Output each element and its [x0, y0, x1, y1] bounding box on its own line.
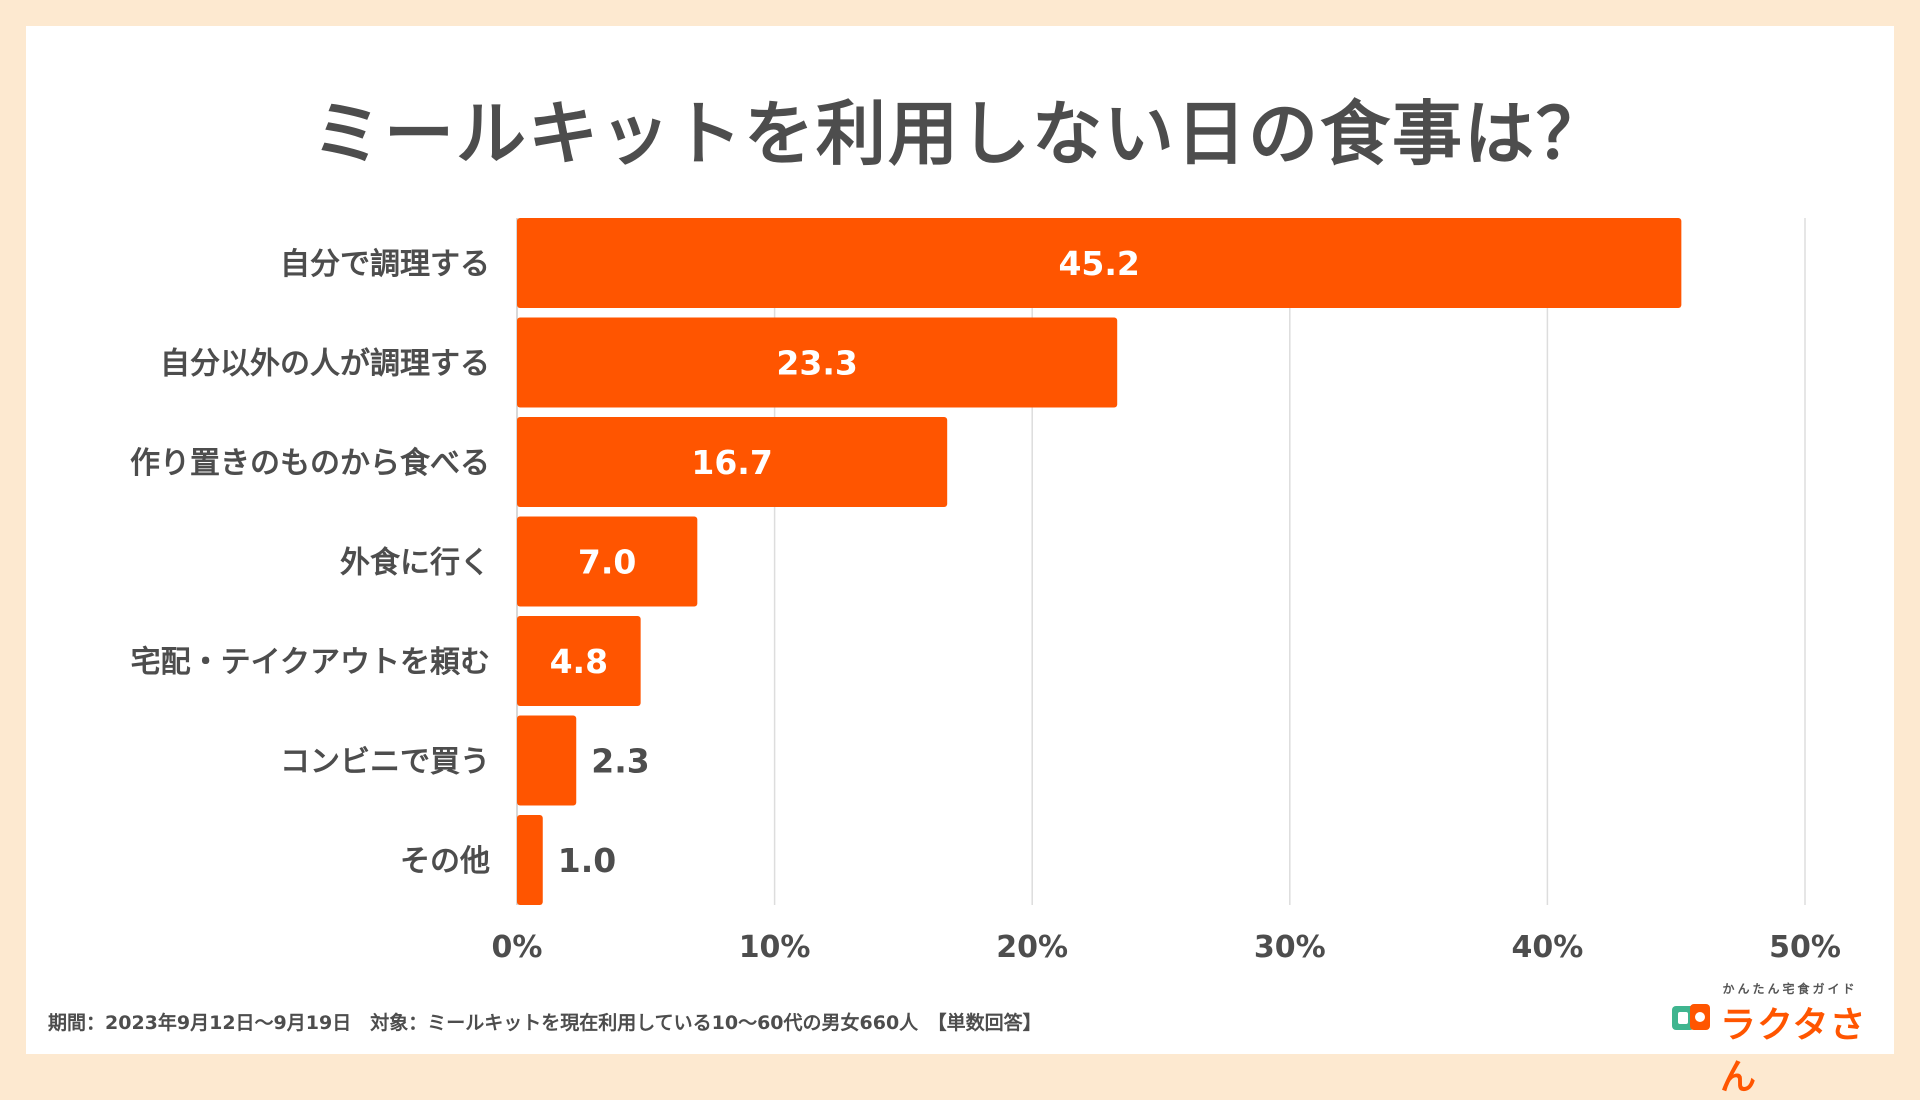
- chart-card: [26, 26, 1894, 1054]
- bar-2: [517, 417, 948, 507]
- category-label-3: 外食に行く: [340, 546, 490, 581]
- data-label-6: 1.0: [558, 841, 616, 880]
- bar-3: [517, 516, 698, 607]
- category-labels: 自分で調理する自分以外の人が調理する作り置きのものから食べる外食に行く宅配・テイ…: [130, 247, 490, 879]
- data-label-3: 7.0: [578, 543, 636, 582]
- bar-6: [517, 815, 543, 905]
- data-label-0: 45.2: [1058, 244, 1139, 283]
- category-label-1: 自分以外の人が調理する: [160, 347, 490, 382]
- x-tick-label-50: 50%: [1769, 930, 1841, 965]
- bar-5: [517, 715, 577, 806]
- brand-logo: かんたん宅食ガイド ラクタさん: [1670, 980, 1880, 1098]
- data-label-2: 16.7: [691, 443, 772, 482]
- category-label-4: 宅配・テイクアウトを頼む: [131, 645, 490, 680]
- x-tick-label-40: 40%: [1511, 930, 1583, 965]
- logo-tagline: かんたん宅食ガイド: [1722, 982, 1858, 996]
- bars: 45.2 23.3 16.7 7.0 4.8 2.3 1.0: [517, 218, 1682, 905]
- x-tick-label-0: 0%: [492, 930, 543, 965]
- category-label-2: 作り置きのものから食べる: [130, 446, 490, 481]
- bar-0: [517, 218, 1682, 308]
- x-tick-label-30: 30%: [1254, 930, 1326, 965]
- category-label-6: その他: [400, 844, 490, 879]
- survey-footnote: 期間：2023年9月12日〜9月19日 対象：ミールキットを現在利用している10…: [48, 1012, 1042, 1034]
- x-tick-labels: 0% 10% 20% 30% 40% 50%: [492, 930, 1841, 965]
- data-label-1: 23.3: [776, 344, 857, 383]
- bar-4: [517, 616, 641, 706]
- category-label-0: 自分で調理する: [280, 247, 490, 282]
- x-tick-label-10: 10%: [739, 930, 811, 965]
- category-label-5: コンビニで買う: [280, 745, 490, 780]
- chart-title: ミールキットを利用しない日の食事は？: [312, 93, 1608, 175]
- bento-icon: [1672, 1004, 1710, 1030]
- bar-1: [517, 317, 1118, 408]
- logo-brand: ラクタさん: [1720, 1005, 1867, 1098]
- data-label-4: 4.8: [550, 642, 608, 681]
- data-label-5: 2.3: [591, 742, 649, 781]
- x-tick-label-20: 20%: [996, 930, 1068, 965]
